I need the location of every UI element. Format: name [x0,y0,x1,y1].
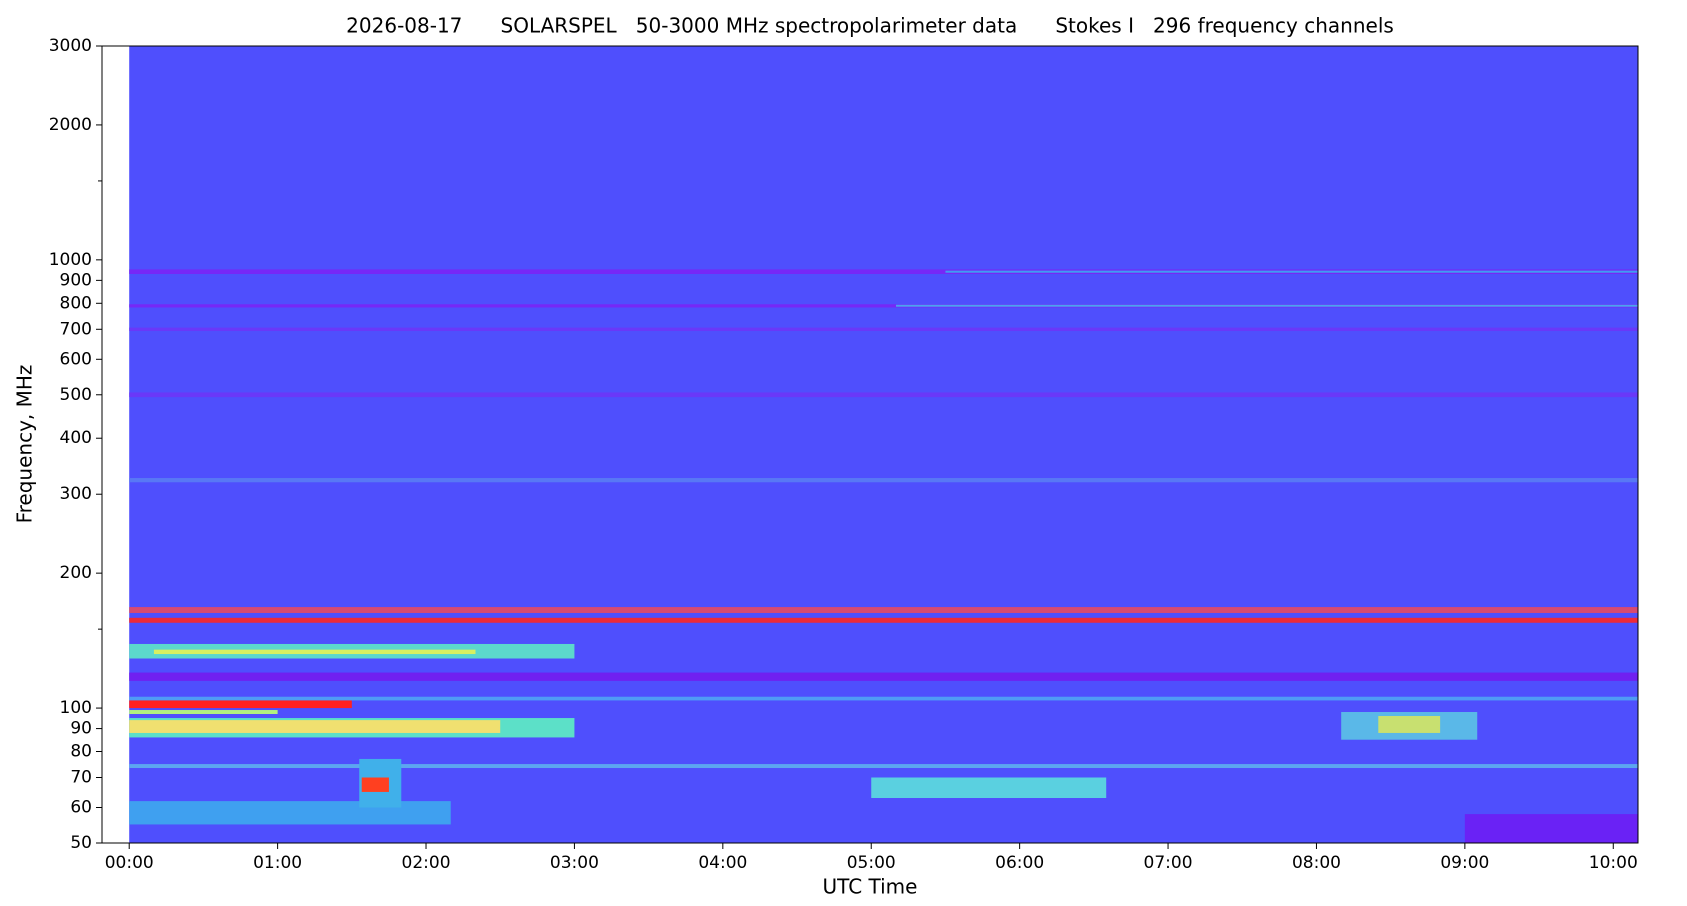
spectral-band [129,801,451,825]
spectrogram-background [129,46,1638,843]
y-tick-label: 200 [60,563,92,583]
y-tick-label: 90 [70,719,92,739]
spectral-band [895,304,1638,307]
spectral-band [1464,814,1638,843]
spectral-band [129,304,1638,308]
x-tick-label: 07:00 [1144,853,1193,873]
spectral-band [129,710,278,715]
spectral-band [945,270,1638,273]
x-tick-label: 05:00 [847,853,896,873]
x-tick-label: 00:00 [105,853,154,873]
y-tick-label: 100 [60,698,92,718]
y-tick-label: 50 [70,833,92,853]
spectral-band [129,617,1638,623]
x-tick-label: 04:00 [698,853,747,873]
y-tick-label: 400 [60,428,92,448]
spectral-band [129,269,1638,274]
spectral-band [129,607,1638,613]
x-tick-label: 08:00 [1292,853,1341,873]
spectral-band [361,777,389,792]
x-tick-label: 09:00 [1440,853,1489,873]
y-tick-label: 3000 [49,36,92,56]
y-tick-label: 600 [60,349,92,369]
chart-title: 2026-08-17 SOLARSPEL 50-3000 MHz spectro… [346,14,1394,38]
spectral-band [871,777,1107,799]
y-tick-label: 900 [60,270,92,290]
y-tick-label: 300 [60,484,92,504]
spectral-band [153,649,476,655]
spectral-band [129,392,1638,398]
x-tick-label: 06:00 [995,853,1044,873]
spectral-band [129,672,1638,681]
spectral-band [129,720,501,733]
spectral-band [1378,716,1441,733]
y-tick-label: 700 [60,319,92,339]
y-tick-label: 60 [70,798,92,818]
y-tick-label: 70 [70,768,92,788]
spectral-band [129,764,1638,769]
y-tick-label: 2000 [49,115,92,135]
y-axis-label: Frequency, MHz [13,365,37,524]
spectral-band [129,700,352,709]
spectral-band [129,478,1638,483]
x-tick-label: 10:00 [1589,853,1638,873]
x-tick-label: 03:00 [550,853,599,873]
spectral-band [129,327,1638,331]
x-axis-label: UTC Time [823,875,918,899]
spectral-band [129,696,1638,701]
plot-frame [101,45,1639,844]
y-tick-label: 1000 [49,250,92,270]
y-tick-label: 500 [60,385,92,405]
x-tick-label: 02:00 [402,853,451,873]
y-tick-label: 800 [60,293,92,313]
y-tick-label: 80 [70,742,92,762]
x-tick-label: 01:00 [253,853,302,873]
